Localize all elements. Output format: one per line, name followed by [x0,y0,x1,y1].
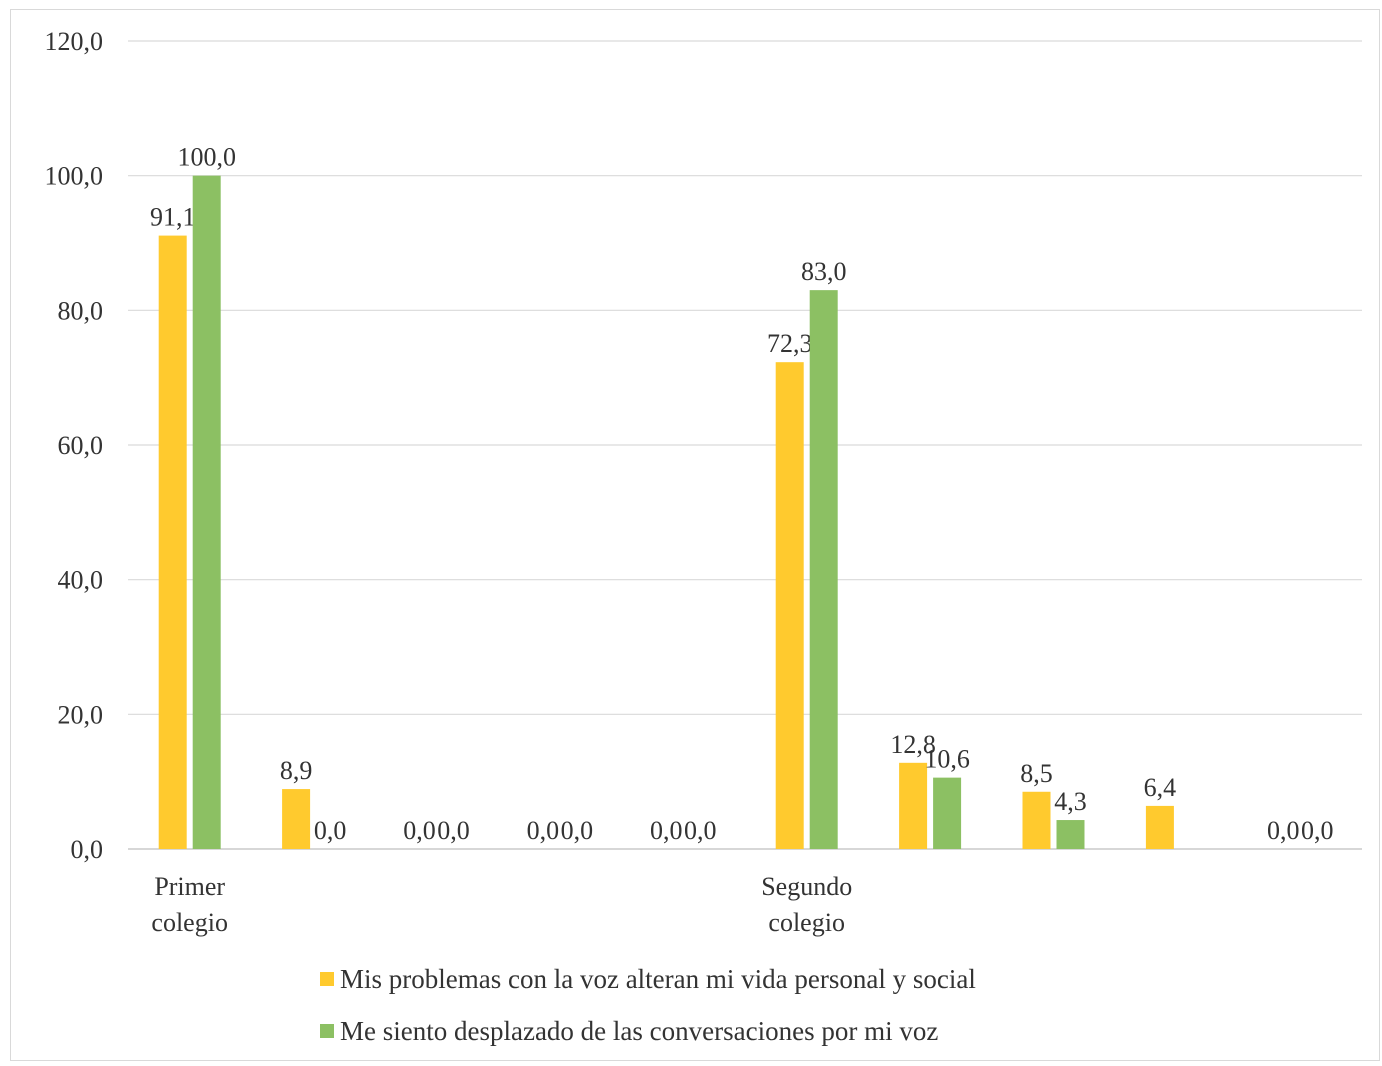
bar-series-1 [899,762,928,849]
data-label-series-1: 6,4 [1144,773,1177,802]
data-label-series-2: 0,0 [314,816,347,845]
bar-series-1 [1145,805,1174,849]
bar-series-2 [933,777,962,849]
data-label-series-1: 0,0 [1267,816,1300,845]
legend-item-series-2: Me siento desplazado de las conversacion… [320,1014,976,1048]
bar-series-2 [192,175,221,849]
data-label-series-1: 0,0 [527,816,560,845]
data-label-series-2: 0,0 [561,816,594,845]
legend-item-series-1: Mis problemas con la voz alteran mi vida… [320,962,976,996]
legend-label-series-1: Mis problemas con la voz alteran mi vida… [340,963,976,994]
bar-series-1 [158,235,187,850]
bar-series-2 [1056,820,1085,849]
data-label-series-1: 91,1 [150,203,196,232]
data-label-series-1: 0,0 [650,816,683,845]
data-label-series-2: 83,0 [801,257,847,286]
data-label-series-2: 0,0 [684,816,717,845]
data-label-series-2: 0,0 [1301,816,1334,845]
bar-series-1 [1022,791,1051,849]
bar-series-1 [282,789,311,849]
category-label: colegio [151,908,228,937]
legend-swatch-series-2 [320,1024,334,1038]
data-label-series-1: 8,5 [1020,759,1053,788]
data-label-series-1: 8,9 [280,756,313,785]
y-tick-label: 100,0 [45,162,104,191]
data-label-series-2: 10,6 [924,745,970,774]
legend: Mis problemas con la voz alteran mi vida… [320,962,976,1066]
data-label-series-2: 4,3 [1054,787,1087,816]
y-tick-label: 40,0 [58,566,104,595]
bar-series-1 [775,362,804,849]
y-tick-label: 0,0 [71,835,104,864]
data-label-series-1: 12,8 [890,730,936,759]
y-tick-label: 20,0 [58,700,104,729]
category-label: Segundo [761,872,852,901]
bar-series-2 [809,290,838,850]
data-label-series-1: 72,3 [767,329,813,358]
data-label-series-1: 0,0 [403,816,436,845]
data-label-series-2: 0,0 [437,816,470,845]
y-tick-label: 60,0 [58,431,104,460]
category-label: colegio [768,908,845,937]
category-label: Primer [154,872,225,901]
data-label-series-2: 100,0 [177,143,236,172]
legend-swatch-series-1 [320,972,334,986]
y-tick-label: 120,0 [45,27,104,56]
chart-frame [10,9,1380,1061]
y-tick-label: 80,0 [58,296,104,325]
legend-label-series-2: Me siento desplazado de las conversacion… [340,1015,939,1046]
